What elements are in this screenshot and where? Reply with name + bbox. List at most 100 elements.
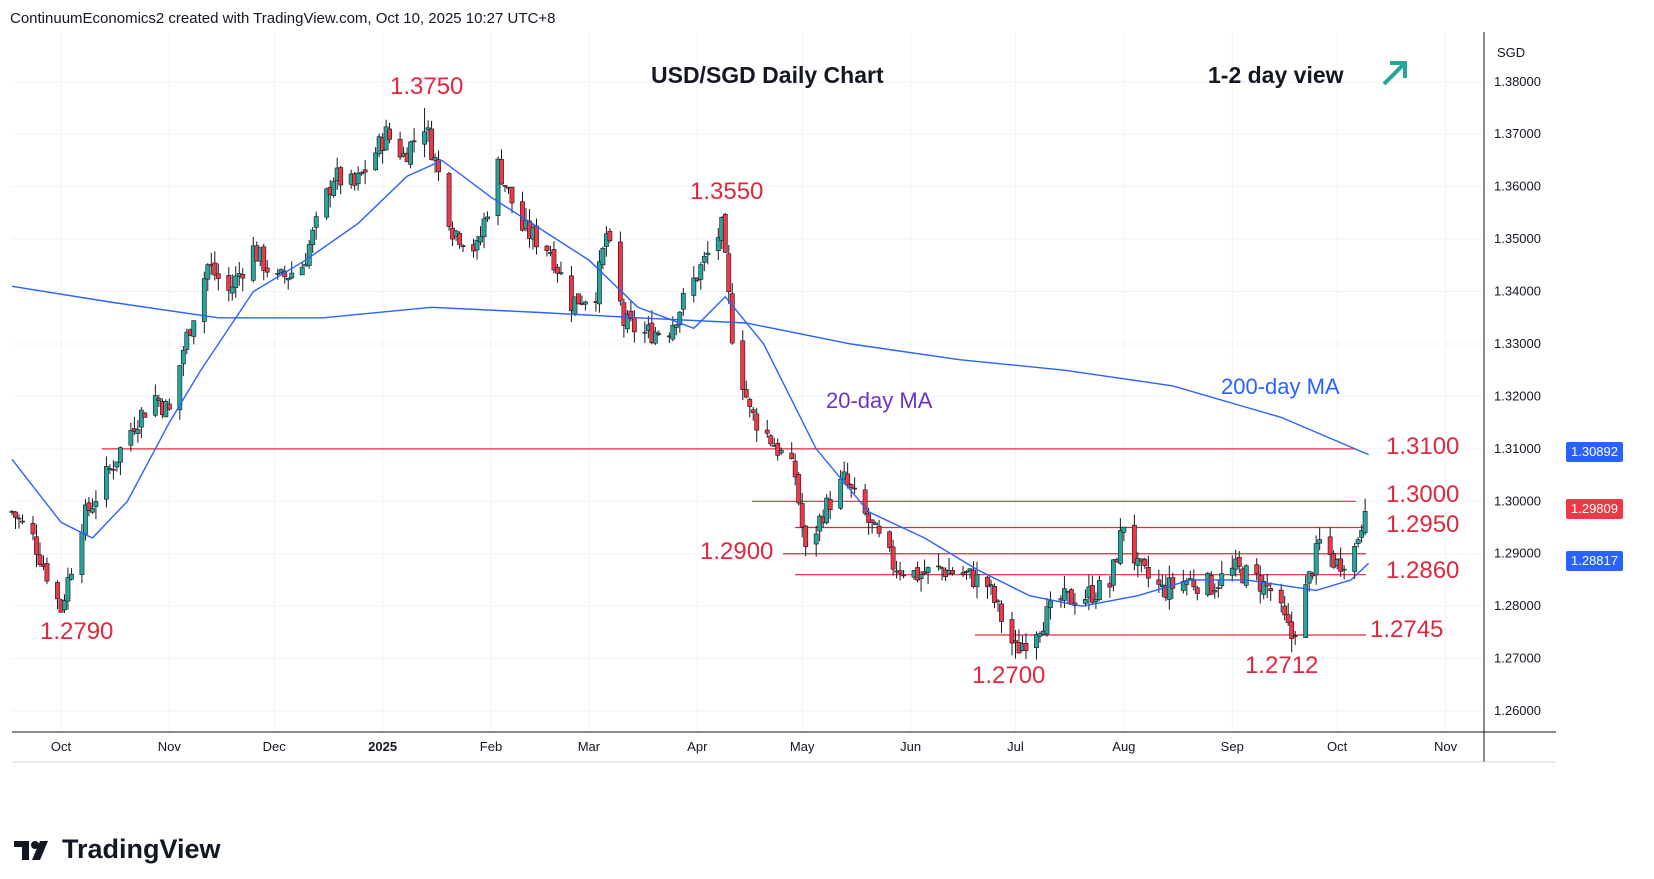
candle-body-down [20, 520, 25, 523]
chart-axes: 1.38000 1.37000 1.36000 1.35000 1.34000 1.330… [12, 32, 1556, 763]
candle-body-up [1352, 545, 1358, 572]
candle [1093, 592, 1099, 610]
candle [177, 365, 183, 420]
candle-body-up [558, 272, 564, 275]
candle-body-down [628, 310, 634, 320]
candle-body-down [1009, 619, 1015, 644]
candle-body-down [1023, 643, 1029, 651]
candle-body-up [205, 264, 211, 280]
candle-body-down [436, 159, 441, 173]
candle-body-down [1282, 605, 1288, 616]
candle-body-up [306, 244, 312, 266]
candle [852, 477, 858, 494]
candle-body-down [999, 603, 1004, 622]
candle-body-up [275, 272, 281, 275]
candle-body-up [485, 216, 490, 220]
candle-body-up [313, 216, 319, 228]
candle-body-up [138, 409, 144, 428]
candle-body-up [624, 313, 630, 330]
candle [995, 598, 1001, 612]
candle-body-up [1362, 511, 1368, 534]
candle [1306, 571, 1312, 592]
candle-body-down [866, 513, 872, 523]
candle-body-down [789, 452, 795, 459]
candle [576, 293, 581, 305]
candle [65, 567, 71, 610]
x-tick-label: Dec [263, 739, 287, 754]
candle [551, 241, 557, 274]
candle-body-down [656, 333, 662, 335]
candle [789, 442, 795, 460]
candle [1219, 560, 1225, 589]
candle [1044, 598, 1050, 637]
candle [656, 330, 662, 336]
candle [558, 261, 564, 276]
tradingview-logo-icon [14, 840, 48, 860]
candle-body-down [740, 340, 746, 390]
candle [813, 525, 819, 557]
candle-body-down [264, 267, 270, 273]
candle [191, 320, 197, 345]
candle-body-down [429, 128, 434, 160]
y-tick-label: 1.37000 [1494, 126, 1541, 141]
x-tick-label: May [790, 739, 815, 754]
candle-body-down [1191, 580, 1197, 588]
candle [607, 228, 613, 243]
candle-body-up [135, 429, 141, 434]
candle [792, 453, 798, 486]
candle [869, 519, 875, 534]
candle [1261, 575, 1267, 600]
candle-body-up [177, 365, 183, 411]
candle-body-down [743, 389, 749, 398]
x-tick-label: Sep [1221, 739, 1244, 754]
candle [974, 561, 980, 599]
candle-body-down [992, 585, 997, 603]
candle-body-up [1135, 558, 1141, 566]
candle [1194, 585, 1200, 601]
candle-body-up [824, 497, 830, 523]
candle-body-up [1303, 584, 1309, 639]
candle-body-down [1208, 574, 1214, 595]
candle [1327, 527, 1333, 568]
y-tick-label: 1.28000 [1494, 598, 1541, 613]
footer: TradingView [14, 834, 221, 865]
candle [495, 156, 501, 226]
candle-body-up [698, 264, 704, 280]
candle [925, 566, 931, 585]
candle [138, 407, 144, 439]
candle-body-down [240, 274, 246, 279]
candle-body-up [359, 172, 365, 175]
y-tick-label: 1.35000 [1494, 231, 1541, 246]
candle-body-down [890, 546, 896, 570]
candle [1236, 550, 1242, 574]
candle-body-up [289, 272, 295, 279]
candle [988, 579, 994, 596]
candle-body-down [1194, 587, 1200, 594]
candle-body-up [1229, 567, 1235, 576]
candle-body-down [985, 576, 990, 588]
candle [313, 211, 319, 240]
candle-body-up [285, 278, 291, 281]
candle-body-down [142, 412, 148, 418]
candle [306, 240, 312, 269]
candle [289, 261, 295, 280]
candle [705, 241, 711, 265]
candle-body-down [1289, 621, 1295, 639]
candle [1278, 583, 1284, 613]
label-level-12745: 1.2745 [1370, 616, 1444, 643]
candle [1313, 535, 1319, 585]
candle-body-down [215, 273, 221, 279]
y-tick-label: 1.32000 [1494, 388, 1541, 403]
candle [226, 267, 232, 302]
candle [457, 231, 462, 249]
candle [1254, 558, 1260, 581]
candle [1013, 630, 1018, 659]
candle [86, 496, 92, 517]
candle [1170, 572, 1176, 600]
candle-body-down [960, 572, 966, 575]
candle [827, 490, 833, 520]
candle-body-down [534, 225, 539, 248]
x-tick-label: Nov [1434, 739, 1458, 754]
candle-body-up [642, 331, 648, 334]
